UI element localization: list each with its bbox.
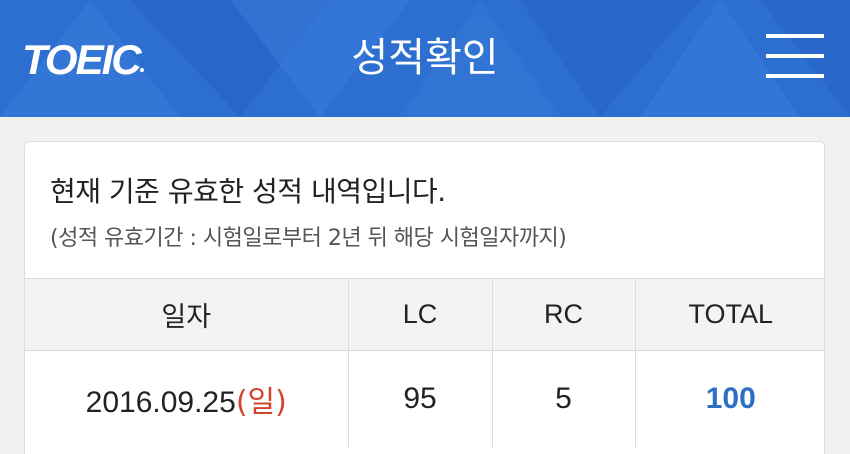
menu-line [766,74,824,78]
exam-date: 2016.09.25 [85,385,236,419]
hamburger-menu-icon[interactable] [758,30,830,86]
column-header-rc: RC [491,278,635,351]
logo-registered-dot [140,68,144,72]
total-score-value: 100 [705,381,756,415]
cell-total-score: 100 [634,350,824,447]
cell-lc-score: 95 [347,350,492,447]
notice-main-text: 현재 기준 유효한 성적 내역입니다. [50,175,446,208]
table-row: 2016.09.25(일) 95 5 100 [25,350,824,447]
column-header-total: TOTAL [634,278,824,351]
cell-rc-score: 5 [491,350,635,447]
score-card: 현재 기준 유효한 성적 내역입니다. (성적 유효기간 : 시험일로부터 2년… [24,141,825,454]
column-header-lc: LC [347,278,492,351]
toeic-logo[interactable]: TOEIC [22,36,142,83]
score-table: 일자 LC RC TOTAL 2016.09.25(일) 95 5 100 [25,278,824,447]
app-header: TOEIC 성적확인 [0,0,850,117]
notice-validity-text: (성적 유효기간 : 시험일로부터 2년 뒤 해당 시험일자까지) [50,226,567,251]
exam-weekday: (일) [235,384,287,420]
cell-date: 2016.09.25(일) [25,350,348,447]
table-header-row: 일자 LC RC TOTAL [25,278,824,351]
menu-line [766,54,824,58]
header-pattern [0,0,850,117]
menu-line [766,34,824,38]
column-header-date: 일자 [25,278,348,351]
